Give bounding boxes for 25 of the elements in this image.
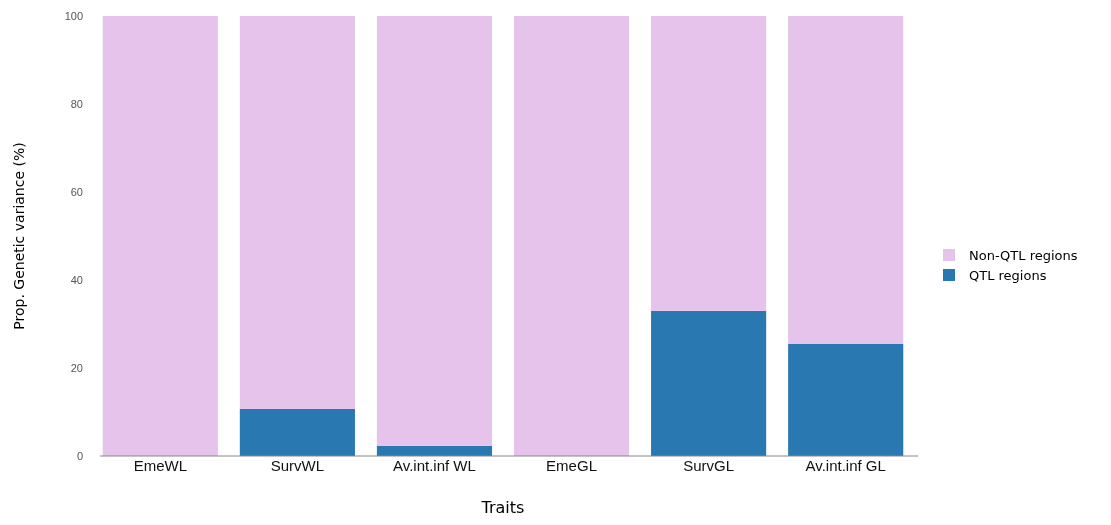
bar (788, 343, 904, 456)
y-tick-label: 100 (64, 10, 83, 23)
bar (239, 16, 355, 409)
y-tick-label: 80 (70, 98, 83, 111)
y-axis-title: Prop. Genetic variance (%) (11, 142, 27, 330)
y-tick-label: 20 (70, 362, 83, 375)
y-tick-label: 40 (70, 274, 83, 287)
bar (239, 408, 355, 456)
x-tick-label: Av.int.inf GL (805, 456, 886, 474)
bar (513, 16, 630, 456)
x-tick-label: Av.int.inf WL (393, 456, 476, 474)
y-tick-label: 60 (70, 186, 83, 199)
bar (788, 16, 904, 344)
bar (651, 16, 767, 311)
bar (651, 310, 767, 456)
y-tick-label: 0 (76, 450, 83, 463)
x-tick-label: EmeGL (546, 456, 597, 474)
x-tick-label: SurvGL (683, 456, 735, 474)
legend-label: Non-QTL regions (969, 248, 1078, 263)
x-tick-label: EmeWL (133, 456, 187, 474)
bar (102, 16, 218, 456)
bar (376, 16, 493, 446)
x-axis-title: Traits (480, 498, 525, 517)
x-tick-label: SurvWL (270, 456, 325, 474)
legend-label: QTL regions (969, 268, 1047, 283)
